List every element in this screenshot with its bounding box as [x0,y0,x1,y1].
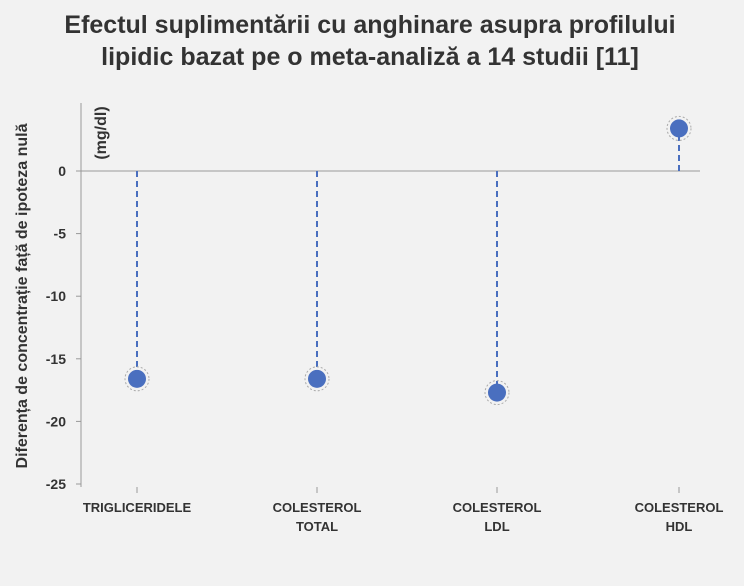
y-tick-label: -20 [46,413,66,429]
chart-title: Efectul suplimentării cu anghinare asupr… [64,11,675,71]
chart-title-line-2: lipidic bazat pe o meta-analiză a 14 stu… [101,43,639,71]
y-axis-label: Diferența de concentrație față de ipotez… [14,123,31,468]
y-tick-label: 0 [58,163,66,179]
marker-halo [666,115,692,141]
y-tick-label: -25 [46,476,66,492]
stems [136,128,680,393]
y-axis-ticks: 0 -5 -10 -15 -20 -25 [46,163,700,492]
chart-title-line-1: Efectul suplimentării cu anghinare asupr… [64,11,675,39]
x-axis-labels: TRIGLICERIDELE COLESTEROL TOTAL COLESTEROL L… [83,487,724,534]
x-category-label: TRIGLICERIDELE [83,500,192,515]
marker-halo [124,366,150,392]
data-point[interactable] [670,119,688,138]
unit-label: (mg/dl) [93,106,110,159]
y-tick-label: -10 [46,288,66,304]
x-category-label: TOTAL [296,519,338,534]
marker-halo [484,380,510,406]
x-category-label: HDL [666,519,693,534]
data-point[interactable] [308,369,326,388]
markers [124,115,692,406]
y-tick-label: -15 [46,351,66,367]
x-category-label: COLESTEROL [273,500,362,515]
data-point[interactable] [488,383,506,402]
y-tick-label: -5 [54,226,67,242]
data-point[interactable] [128,369,146,388]
x-category-label: COLESTEROL [453,500,542,515]
marker-halo [304,366,330,392]
x-category-label: LDL [484,519,509,534]
x-category-label: COLESTEROL [635,500,724,515]
